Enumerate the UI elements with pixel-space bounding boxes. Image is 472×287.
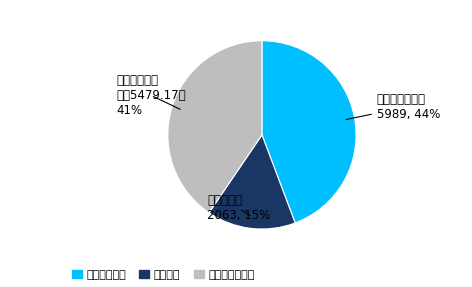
Text: 海外前八冶炼
厂，5479.17，
41%: 海外前八冶炼 厂，5479.17， 41% [116,74,185,117]
Text: 中国锌锭产量，
5989, 44%: 中国锌锭产量， 5989, 44% [346,93,440,121]
Wedge shape [168,41,262,213]
Text: 世界其他，
2063, 15%: 世界其他， 2063, 15% [207,194,270,222]
Wedge shape [262,41,356,223]
Wedge shape [209,135,295,229]
Legend: 中国锌锭产量, 世界其他, 海外前八冶炼厂: 中国锌锭产量, 世界其他, 海外前八冶炼厂 [67,266,259,285]
